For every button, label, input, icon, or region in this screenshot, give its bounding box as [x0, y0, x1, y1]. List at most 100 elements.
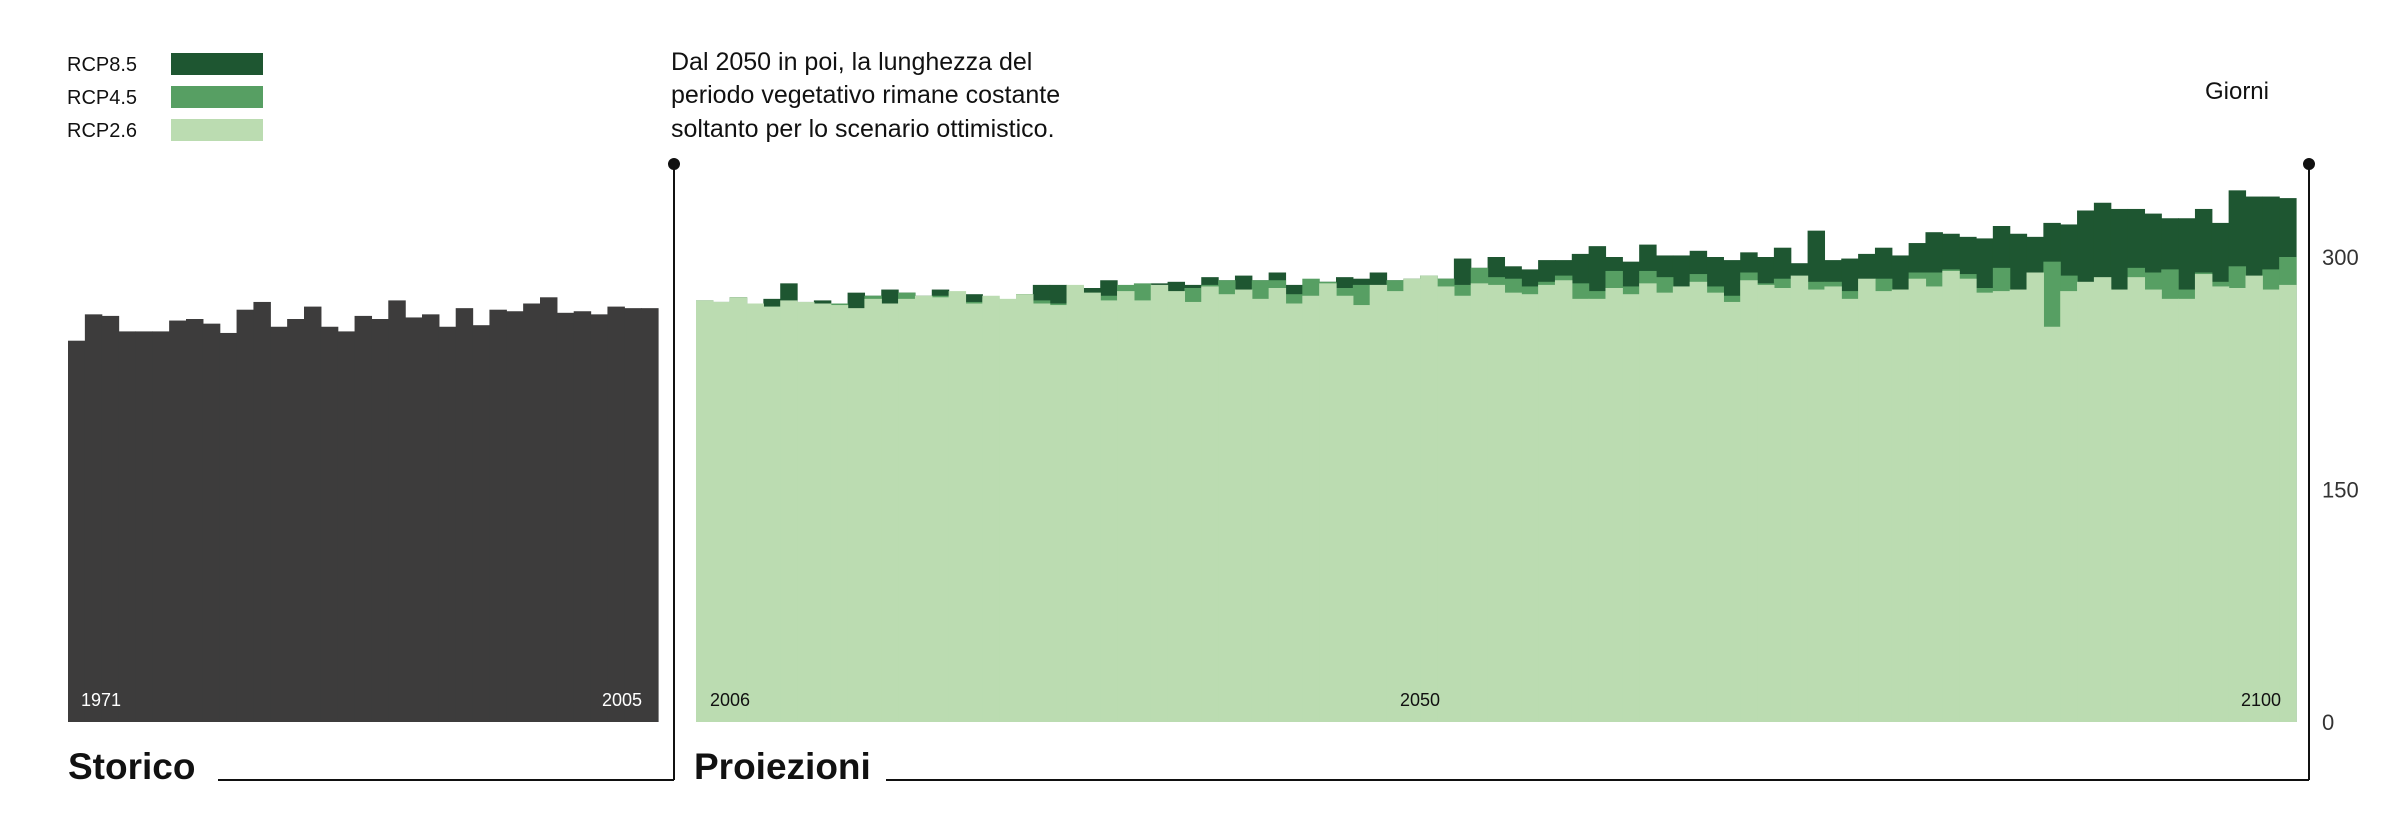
rcp26-bar-2090: [2110, 289, 2129, 722]
historical-bar-1991: [405, 317, 423, 722]
annotation-line-1: Dal 2050 in poi, la lunghezza del: [671, 48, 1032, 76]
rcp26-bar-2023: [982, 295, 1000, 722]
rcp26-bar-2067: [1723, 301, 1741, 722]
rcp26-bar-2069: [1757, 284, 1775, 722]
rcp26-bar-2087: [2060, 291, 2078, 722]
historical-bar-1980: [219, 332, 238, 722]
projection-tick-2100: 2100: [2241, 690, 2281, 710]
rcp26-bar-2035: [1184, 301, 1202, 722]
rcp26-bar-2060: [1605, 288, 1623, 722]
annotation-line-3: soltanto per lo scenario ottimistico.: [671, 115, 1055, 143]
rcp26-bar-2089: [2093, 277, 2112, 722]
rcp26-bar-2071: [1790, 275, 1809, 722]
rcp26-bar-2088: [2077, 281, 2095, 722]
legend-swatch-rcp26: [171, 119, 263, 141]
rcp26-bar-2075: [1858, 278, 1876, 722]
legend-item-rcp85: RCP8.5: [67, 53, 263, 76]
rcp26-bar-2049: [1420, 275, 1438, 722]
legend: RCP8.5 RCP4.5 RCP2.6: [67, 53, 263, 142]
rcp26-bar-2019: [914, 295, 933, 722]
rcp26-bar-2028: [1066, 284, 1084, 722]
rcp26-bar-2077: [1891, 289, 1910, 722]
historical-tick-end: 2005: [602, 690, 642, 710]
rcp26-bar-2066: [1706, 292, 1724, 722]
rcp26-bar-2080: [1942, 270, 1960, 722]
rcp26-bar-2076: [1874, 291, 1893, 722]
rcp26-bar-2010: [763, 306, 781, 722]
historical-bar-1984: [287, 319, 305, 722]
historical-bar-1997: [506, 311, 524, 722]
rcp26-bar-2043: [1319, 283, 1337, 722]
legend-item-rcp26: RCP2.6: [67, 119, 263, 142]
y-axis-ticks: 0 150 300: [2322, 245, 2359, 735]
historical-bar-2004: [624, 308, 642, 722]
rcp26-bar-2024: [999, 298, 1017, 722]
historical-bar-1986: [320, 326, 339, 722]
rcp26-bar-2011: [780, 300, 798, 722]
rcp26-bar-2042: [1302, 295, 1320, 722]
rcp26-bar-2084: [2009, 289, 2028, 722]
rcp26-bar-2064: [1672, 286, 1691, 722]
legend-swatch-rcp85: [171, 53, 263, 75]
rcp26-bar-2022: [965, 303, 983, 722]
rcp26-bar-2053: [1487, 284, 1506, 722]
rcp26-bar-2047: [1386, 291, 1404, 722]
rcp26-bar-2096: [2211, 286, 2230, 722]
rcp26-bar-2100: [2279, 284, 2297, 722]
historical-bar-1996: [489, 309, 507, 722]
rcp26-bar-2078: [1908, 278, 1927, 722]
rcp26-bar-2061: [1622, 294, 1640, 722]
annotation: Dal 2050 in poi, la lunghezza del period…: [671, 48, 1060, 143]
legend-label-rcp26: RCP2.6: [67, 120, 137, 142]
rcp26-bar-2085: [2026, 272, 2044, 722]
historical-bar-1992: [422, 314, 440, 722]
projection-tick-2006: 2006: [710, 690, 750, 710]
rcp26-bar-2058: [1571, 298, 1590, 722]
historical-bar-2005: [641, 308, 659, 722]
rcp26-bar-2097: [2228, 288, 2247, 722]
rcp26-bar-2033: [1150, 284, 1169, 722]
rcp26-bar-2030: [1100, 300, 1118, 722]
historical-bar-1983: [270, 326, 288, 722]
historical-bar-1977: [169, 320, 187, 722]
rcp26-bar-2017: [881, 303, 899, 722]
rcp26-bar-2083: [1992, 291, 2011, 722]
y-tick-label-300: 300: [2322, 245, 2359, 270]
rcp26-bar-2046: [1369, 284, 1388, 722]
rcp26-bar-2050: [1437, 286, 1455, 722]
rcp26-bar-2032: [1133, 300, 1152, 722]
rcp26-bar-2086: [2043, 326, 2061, 722]
historical-bar-1976: [152, 331, 170, 722]
rcp26-bar-2038: [1234, 289, 1253, 722]
historical-bar-1972: [84, 314, 103, 722]
legend-swatch-rcp45: [171, 86, 263, 108]
rcp26-bar-2048: [1403, 278, 1421, 722]
rcp26-bar-2074: [1841, 298, 1859, 722]
rcp26-bar-2026: [1032, 303, 1051, 722]
historical-bar-2000: [556, 312, 575, 722]
historical-divider-dot: [668, 158, 680, 170]
rcp26-bar-2054: [1504, 292, 1522, 722]
historical-bar-1988: [354, 315, 373, 722]
rcp26-bar-2063: [1656, 292, 1674, 722]
projection-bars: [696, 190, 2297, 723]
rcp26-bar-2016: [864, 298, 882, 722]
rcp26-bar-2099: [2262, 289, 2280, 722]
historical-bar-1973: [101, 315, 120, 722]
rcp26-bar-2012: [797, 301, 815, 722]
rcp26-bar-2044: [1336, 295, 1354, 722]
historical-bar-1975: [135, 331, 153, 722]
historical-bar-2003: [607, 306, 625, 722]
rcp26-bar-2027: [1049, 305, 1068, 722]
rcp26-bar-2092: [2144, 289, 2162, 722]
rcp26-bar-2009: [746, 303, 764, 722]
historical-bar-1985: [304, 306, 322, 722]
historical-bar-1998: [523, 303, 541, 722]
historical-bar-1993: [438, 326, 457, 722]
rcp26-bar-2052: [1470, 283, 1489, 722]
historical-bar-1979: [202, 323, 221, 722]
historical-bars: [68, 297, 659, 722]
rcp26-bar-2040: [1268, 288, 1287, 722]
historical-bar-1974: [118, 331, 137, 722]
panel-brackets: [218, 158, 2315, 781]
